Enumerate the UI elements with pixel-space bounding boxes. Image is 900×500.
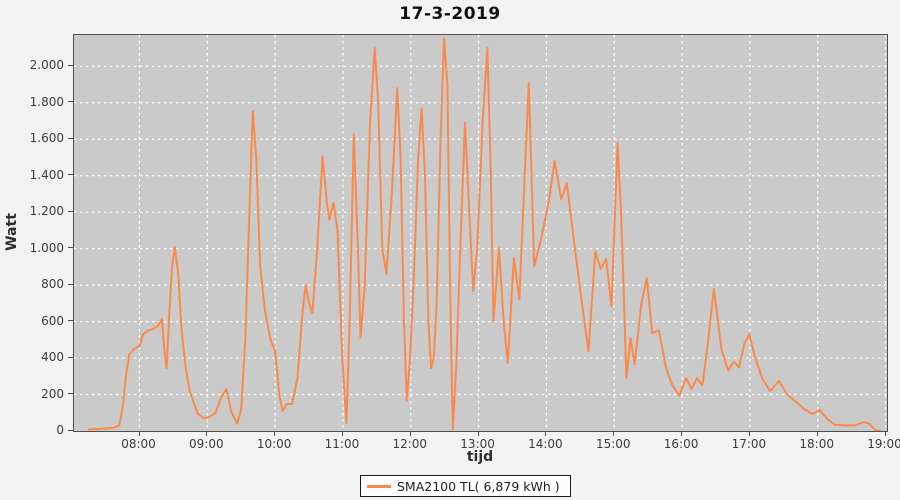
y-tick-label: 1.200 [29,204,64,219]
y-tick-label: 600 [41,313,64,328]
x-tick-mark [748,431,750,436]
x-tick-mark [681,431,683,436]
y-tick-label: 400 [41,350,64,365]
y-tick-label: 1.800 [29,94,64,109]
x-tick-label: 14:00 [528,437,563,451]
x-tick-mark [545,431,547,436]
x-tick-mark [341,431,343,436]
x-tick-mark [206,431,208,436]
x-tick-label: 19:00 [867,437,900,451]
x-tick-mark [884,431,886,436]
y-tick-mark [68,320,74,322]
x-tick-label: 17:00 [731,437,767,451]
y-tick-mark [68,210,74,212]
y-axis-title: Watt [4,213,20,251]
y-tick-label: 2.000 [29,58,64,73]
y-tick-mark [68,101,74,103]
x-tick-label: 15:00 [595,437,631,451]
y-tick-label: 0 [56,423,64,437]
y-tick-mark [68,429,74,431]
x-tick-label: 09:00 [189,437,224,451]
x-tick-mark [409,431,411,436]
x-tick-mark [274,431,276,436]
y-tick-label: 200 [41,386,64,401]
x-tick-label: 12:00 [392,437,428,451]
x-tick-label: 16:00 [663,437,699,451]
gridlines [74,35,887,431]
legend-line-swatch [367,484,391,488]
chart-title: 17-3-2019 [399,4,501,24]
x-tick-mark [613,431,615,436]
y-tick-label: 800 [41,277,64,292]
x-axis-title: tijd [466,449,494,465]
y-tick-mark [68,137,74,139]
y-tick-mark [68,64,74,66]
x-tick-mark [138,431,140,436]
legend-label: SMA2100 TL( 6,879 kWh ) [397,478,560,494]
line-chart-svg [74,35,887,431]
x-tick-label: 10:00 [256,437,292,451]
x-tick-label: 08:00 [121,437,156,451]
x-tick-mark [816,431,818,436]
y-tick-mark [68,174,74,176]
x-tick-label: 11:00 [324,437,360,451]
y-tick-mark [68,247,74,249]
y-tick-label: 1.600 [29,131,64,146]
x-tick-label: 18:00 [799,437,834,451]
y-tick-label: 1.000 [29,240,64,255]
y-tick-mark [68,393,74,395]
x-tick-mark [477,431,479,436]
plot-area [73,34,888,432]
y-tick-mark [68,356,74,358]
x-tick-label: 13:00 [460,437,495,451]
legend: SMA2100 TL( 6,879 kWh ) [360,475,571,497]
y-tick-label: 1.400 [29,167,64,182]
series-line-sma2100 [87,37,882,431]
y-tick-mark [68,283,74,285]
